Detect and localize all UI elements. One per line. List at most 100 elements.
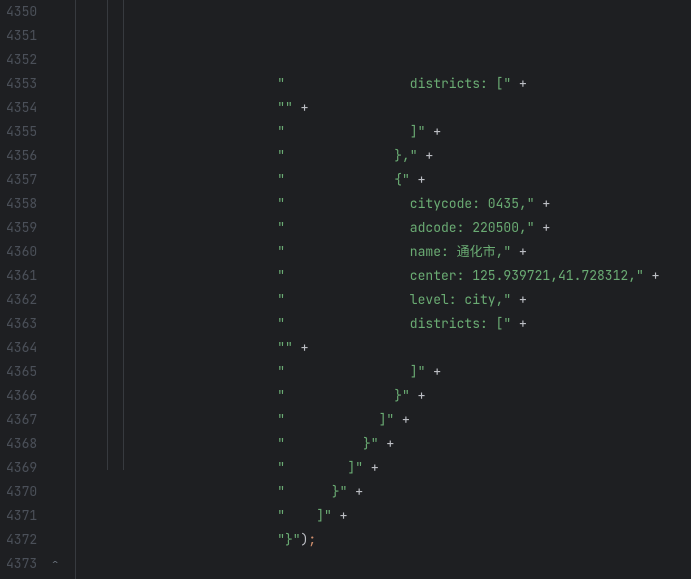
code-line[interactable]: " ]" + bbox=[67, 408, 691, 432]
code-line[interactable]: "" + bbox=[67, 336, 691, 360]
string-literal: " ]" bbox=[277, 456, 363, 480]
line-number: 4361 bbox=[6, 264, 37, 288]
string-literal: " districts: [" bbox=[277, 72, 511, 96]
line-number: 4367 bbox=[6, 408, 37, 432]
operator: + bbox=[519, 312, 527, 336]
line-number: 4373 bbox=[6, 552, 37, 576]
line-number: 4364 bbox=[6, 336, 37, 360]
line-number: 4370 bbox=[6, 480, 37, 504]
code-line[interactable]: " }" + bbox=[67, 384, 691, 408]
indent bbox=[67, 528, 277, 552]
operator: + bbox=[418, 384, 426, 408]
indent bbox=[67, 360, 277, 384]
line-number: 4363 bbox=[6, 312, 37, 336]
indent bbox=[67, 480, 277, 504]
code-line[interactable]: " level: city," + bbox=[67, 288, 691, 312]
code-line[interactable]: " center: 125.939721,41.728312," + bbox=[67, 264, 691, 288]
fold-gutter-cell bbox=[45, 168, 67, 192]
code-line[interactable]: "" + bbox=[67, 96, 691, 120]
fold-gutter-cell bbox=[45, 192, 67, 216]
string-literal: " ]" bbox=[277, 504, 332, 528]
whitespace bbox=[293, 96, 301, 120]
code-line[interactable]: " ]" + bbox=[67, 120, 691, 144]
indent bbox=[67, 120, 277, 144]
whitespace bbox=[425, 360, 433, 384]
line-number: 4362 bbox=[6, 288, 37, 312]
whitespace bbox=[418, 144, 426, 168]
fold-gutter-cell bbox=[45, 312, 67, 336]
code-line[interactable]: " districts: [" + bbox=[67, 72, 691, 96]
operator: + bbox=[340, 504, 348, 528]
code-line[interactable]: " ]" + bbox=[67, 360, 691, 384]
indent bbox=[67, 552, 85, 576]
operator: + bbox=[301, 96, 309, 120]
whitespace bbox=[535, 192, 543, 216]
fold-gutter-cell bbox=[45, 216, 67, 240]
line-number: 4350 bbox=[6, 0, 37, 24]
line-number: 4369 bbox=[6, 456, 37, 480]
line-number: 4357 bbox=[6, 168, 37, 192]
indent bbox=[67, 192, 277, 216]
indent bbox=[67, 288, 277, 312]
fold-gutter-cell bbox=[45, 264, 67, 288]
code-line[interactable]: " }," + bbox=[67, 144, 691, 168]
indent bbox=[67, 504, 277, 528]
code-line[interactable] bbox=[67, 552, 691, 576]
code-line[interactable]: " }" + bbox=[67, 480, 691, 504]
string-literal: " ]" bbox=[277, 120, 425, 144]
string-literal: " ]" bbox=[277, 360, 425, 384]
semicolon: ; bbox=[308, 528, 316, 552]
fold-gutter-cell bbox=[45, 408, 67, 432]
code-line[interactable]: " ]" + bbox=[67, 504, 691, 528]
code-line[interactable]: " citycode: 0435," + bbox=[67, 192, 691, 216]
indent bbox=[67, 312, 277, 336]
indent bbox=[67, 72, 277, 96]
string-literal: " }" bbox=[277, 480, 347, 504]
string-literal: " citycode: 0435," bbox=[277, 192, 534, 216]
code-line[interactable]: " {" + bbox=[67, 168, 691, 192]
code-line[interactable]: " }" + bbox=[67, 432, 691, 456]
fold-gutter-cell bbox=[45, 528, 67, 552]
line-number: 4366 bbox=[6, 384, 37, 408]
code-line[interactable]: " districts: [" + bbox=[67, 312, 691, 336]
string-literal: "}" bbox=[277, 528, 300, 552]
indent bbox=[67, 96, 277, 120]
code-line[interactable]: " ]" + bbox=[67, 456, 691, 480]
operator: + bbox=[301, 336, 309, 360]
operator: + bbox=[519, 288, 527, 312]
operator: + bbox=[433, 120, 441, 144]
string-literal: " center: 125.939721,41.728312," bbox=[277, 264, 644, 288]
line-number: 4352 bbox=[6, 48, 37, 72]
fold-gutter-cell bbox=[45, 480, 67, 504]
fold-collapse-icon[interactable]: ⌃ bbox=[49, 558, 61, 570]
code-line[interactable]: "}"); bbox=[67, 528, 691, 552]
whitespace bbox=[363, 456, 371, 480]
indent bbox=[67, 168, 277, 192]
indent bbox=[67, 336, 277, 360]
code-area[interactable]: " districts: [" +"" +" ]" +" }," +" {" +… bbox=[67, 0, 691, 579]
operator: + bbox=[433, 360, 441, 384]
fold-gutter-cell bbox=[45, 240, 67, 264]
fold-gutter-cell bbox=[45, 456, 67, 480]
fold-gutter-cell bbox=[45, 360, 67, 384]
line-number: 4365 bbox=[6, 360, 37, 384]
indent bbox=[67, 408, 277, 432]
string-literal: "" bbox=[277, 96, 293, 120]
line-number: 4359 bbox=[6, 216, 37, 240]
whitespace bbox=[535, 216, 543, 240]
whitespace bbox=[511, 312, 519, 336]
indent bbox=[67, 384, 277, 408]
indent bbox=[67, 456, 277, 480]
code-line[interactable]: " name: 通化市," + bbox=[67, 240, 691, 264]
fold-gutter-cell bbox=[45, 288, 67, 312]
code-line[interactable]: " adcode: 220500," + bbox=[67, 216, 691, 240]
code-editor[interactable]: 4350435143524353435443554356435743584359… bbox=[0, 0, 691, 579]
fold-gutter-cell bbox=[45, 72, 67, 96]
operator: + bbox=[542, 192, 550, 216]
fold-gutter-cell bbox=[45, 0, 67, 24]
line-number-gutter: 4350435143524353435443554356435743584359… bbox=[0, 0, 45, 579]
line-number: 4351 bbox=[6, 24, 37, 48]
whitespace bbox=[644, 264, 652, 288]
operator: + bbox=[371, 456, 379, 480]
string-literal: "" bbox=[277, 336, 293, 360]
